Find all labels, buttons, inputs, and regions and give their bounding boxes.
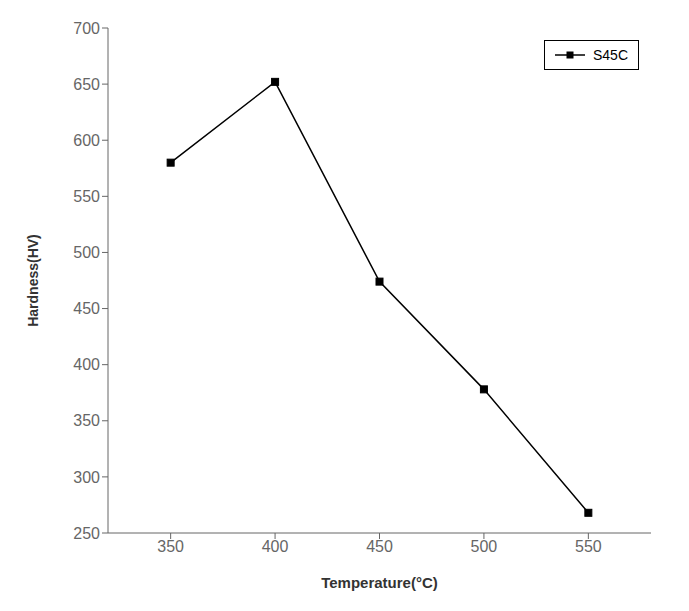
svg-text:400: 400 xyxy=(262,538,289,555)
svg-text:450: 450 xyxy=(73,300,100,317)
svg-text:300: 300 xyxy=(73,469,100,486)
svg-text:350: 350 xyxy=(73,412,100,429)
svg-text:350: 350 xyxy=(157,538,184,555)
svg-text:500: 500 xyxy=(471,538,498,555)
svg-text:Hardness(HV): Hardness(HV) xyxy=(25,234,41,327)
svg-text:500: 500 xyxy=(73,244,100,261)
svg-text:550: 550 xyxy=(575,538,602,555)
svg-text:250: 250 xyxy=(73,525,100,542)
svg-text:550: 550 xyxy=(73,188,100,205)
svg-text:650: 650 xyxy=(73,76,100,93)
svg-text:600: 600 xyxy=(73,132,100,149)
svg-text:700: 700 xyxy=(73,20,100,37)
svg-text:450: 450 xyxy=(366,538,393,555)
svg-text:Temperature(°C): Temperature(°C) xyxy=(321,574,438,591)
svg-text:400: 400 xyxy=(73,356,100,373)
html-text:S45C: S45C xyxy=(593,47,628,63)
